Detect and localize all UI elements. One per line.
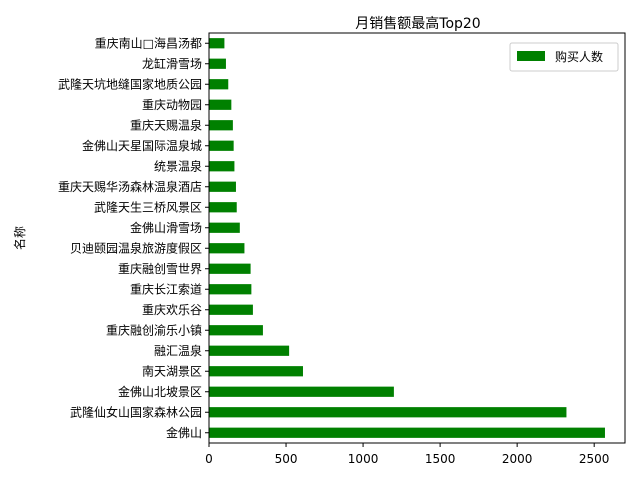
chart-title: 月销售额最高Top20 bbox=[355, 15, 480, 32]
y-tick-label: 重庆长江索道 bbox=[130, 282, 202, 296]
y-axis-label: 名称 bbox=[12, 226, 27, 250]
y-tick-label: 重庆欢乐谷 bbox=[142, 302, 202, 317]
y-tick-label: 武隆天坑地缝国家地质公园 bbox=[58, 76, 202, 91]
bar bbox=[209, 181, 236, 192]
bar bbox=[209, 202, 237, 213]
y-tick-label: 武隆仙女山国家森林公园 bbox=[70, 404, 202, 419]
x-tick-label: 2000 bbox=[502, 452, 533, 466]
y-tick-label: 武隆天生三桥风景区 bbox=[94, 199, 202, 214]
bar bbox=[209, 243, 245, 254]
bar bbox=[209, 407, 567, 418]
legend-box bbox=[509, 42, 619, 72]
bar bbox=[209, 79, 229, 90]
y-tick-label: 统景温泉 bbox=[154, 159, 202, 173]
y-tick-label: 金佛山滑雪场 bbox=[130, 220, 202, 235]
bar bbox=[209, 284, 252, 295]
bars-group bbox=[209, 38, 605, 438]
bar bbox=[209, 366, 303, 377]
y-tick-label: 金佛山 bbox=[166, 425, 202, 440]
bar bbox=[209, 161, 235, 172]
y-tick-label: 龙缸滑雪场 bbox=[142, 56, 202, 71]
bar bbox=[209, 325, 263, 336]
bar bbox=[209, 140, 234, 151]
y-tick-label: 重庆融创渝乐小镇 bbox=[106, 322, 202, 337]
plot-frame bbox=[208, 32, 626, 444]
y-tick-label: 重庆天赐华汤森林温泉酒店 bbox=[58, 179, 202, 194]
legend: 购买人数 bbox=[509, 42, 619, 72]
bar bbox=[209, 120, 233, 131]
y-tick-label: 融汇温泉 bbox=[154, 344, 202, 358]
bar bbox=[209, 345, 290, 356]
y-tick-labels: 金佛山 武隆仙女山国家森林公园 金佛山北坡景区 南天湖景区 融汇温泉 重庆融创渝乐小镇 重庆… bbox=[58, 35, 209, 440]
y-tick-label: 金佛山天星国际温泉城 bbox=[82, 138, 202, 153]
y-tick-label: 重庆南山□海昌汤都 bbox=[95, 35, 202, 50]
x-tick-label: 1000 bbox=[348, 452, 379, 466]
x-tick-label: 0 bbox=[205, 452, 213, 466]
x-tick-label: 500 bbox=[275, 452, 298, 466]
legend-label: 购买人数 bbox=[555, 49, 603, 64]
bar bbox=[209, 263, 251, 274]
y-tick-label: 金佛山北坡景区 bbox=[118, 384, 202, 399]
y-tick-label: 重庆融创雪世界 bbox=[118, 262, 202, 276]
y-tick-label: 重庆动物园 bbox=[142, 98, 202, 112]
y-tick-label: 贝迪颐园温泉旅游度假区 bbox=[70, 240, 202, 255]
x-tick-label: 2500 bbox=[579, 452, 610, 466]
x-tick-labels: 0 500 1000 1500 2000 2500 bbox=[205, 443, 609, 466]
bar bbox=[209, 38, 225, 49]
y-tick-label: 南天湖景区 bbox=[142, 363, 202, 378]
legend-swatch bbox=[517, 51, 545, 61]
bar bbox=[209, 58, 226, 69]
y-tick-label: 重庆天赐温泉 bbox=[130, 118, 202, 132]
bar bbox=[209, 99, 232, 110]
x-tick-label: 1500 bbox=[425, 452, 456, 466]
bar bbox=[209, 386, 394, 397]
bar bbox=[209, 427, 605, 438]
bar bbox=[209, 304, 253, 315]
bar bbox=[209, 222, 240, 233]
